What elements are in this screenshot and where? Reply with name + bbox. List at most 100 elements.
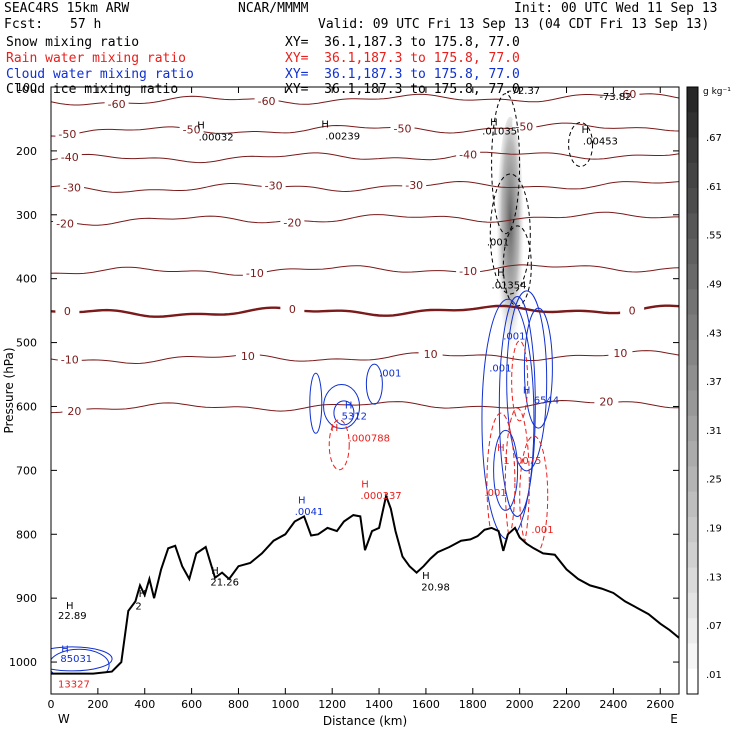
fcst-label: Fcst: xyxy=(4,17,44,32)
value-annotation: 1 .0075 xyxy=(503,456,541,467)
contour-label-bg xyxy=(456,147,481,160)
x-tick-label: 2000 xyxy=(506,698,534,711)
contour-label-bg xyxy=(615,87,640,100)
valid-label: Valid: 09 UTC Fri 13 Sep 13 (04 CDT Fri … xyxy=(318,17,710,32)
contour-label-bg xyxy=(53,216,78,229)
high-marker: H xyxy=(321,119,329,130)
x-tick-label: 1800 xyxy=(459,698,487,711)
temperature-contour xyxy=(51,350,679,365)
contour-label-bg xyxy=(456,264,481,277)
colorbar-segment xyxy=(687,289,698,316)
contour-label: -10 xyxy=(246,267,264,280)
high-marker: H xyxy=(497,443,505,454)
colorbar-segment xyxy=(687,339,698,366)
colorbar-segment xyxy=(687,314,698,341)
contour-label-bg xyxy=(390,121,415,134)
value-annotation: 85031 xyxy=(60,654,92,665)
colorbar-segment xyxy=(687,542,698,569)
cloud-water-contour xyxy=(493,429,519,511)
value-annotation: .01035 xyxy=(482,126,517,137)
value-annotation: -58.51 xyxy=(353,79,385,90)
colorbar-segment xyxy=(687,668,698,695)
y-tick-label: 200 xyxy=(16,145,37,158)
temperature-contour xyxy=(51,211,679,226)
contour-label-bg xyxy=(608,345,633,358)
colorbar-segment xyxy=(687,567,698,594)
value-annotation: .001 xyxy=(379,368,401,379)
contour-label-bg xyxy=(594,394,619,407)
east-label: E xyxy=(670,712,678,726)
legend-rain-name: Rain water mixing ratio xyxy=(6,51,187,66)
value-annotation: .00032 xyxy=(199,133,234,144)
value-annotation: .001 xyxy=(489,363,511,374)
x-tick-label: 2400 xyxy=(599,698,627,711)
fcst-value: 57 h xyxy=(70,17,102,32)
contour-label-bg xyxy=(242,266,267,279)
value-annotation: 6544 xyxy=(534,395,559,406)
value-annotation: .001 xyxy=(503,331,525,342)
colorbar-segment xyxy=(687,415,698,442)
colorbar-unit: g kg⁻¹ xyxy=(703,87,731,97)
contour-label: -60 xyxy=(618,88,636,101)
y-tick-label: 1000 xyxy=(9,656,37,669)
contour-label-bg xyxy=(254,93,279,106)
high-marker: H xyxy=(66,601,74,612)
value-annotation: -72.37 xyxy=(508,86,540,97)
rain-water-contour xyxy=(504,407,530,559)
colorbar-segment xyxy=(687,213,698,240)
terrain-line xyxy=(51,492,679,675)
value-annotation: 20.98 xyxy=(421,582,450,593)
value-annotation: 13327 xyxy=(58,680,90,691)
y-top-tick-label: 100 xyxy=(16,81,37,94)
colorbar-segment xyxy=(687,188,698,214)
colorbar-segment xyxy=(687,87,698,113)
contour-label: 20 xyxy=(67,405,81,418)
contour-label: 20 xyxy=(599,396,613,409)
cloud-ice-contour xyxy=(491,93,521,235)
high-marker: H xyxy=(331,423,339,434)
value-annotation: .00239 xyxy=(325,131,360,142)
contour-label: -40 xyxy=(61,151,79,164)
west-label: W xyxy=(58,712,70,726)
contour-label-bg xyxy=(55,303,80,316)
contour-label: -30 xyxy=(63,182,81,195)
legend-cloudice-xy: XY= 36.1,187.3 to 175.8, 77.0 xyxy=(285,82,520,97)
colorbar-tick-label: .67 xyxy=(706,133,722,144)
high-marker: H xyxy=(61,644,69,655)
legend-cloudice-name: Cloud ice mixing ratio xyxy=(6,82,179,97)
snow-shading xyxy=(496,116,525,377)
contour-label-bg xyxy=(62,404,87,417)
value-annotation: -73.82 xyxy=(599,92,631,103)
cloud-water-contour xyxy=(498,295,536,517)
value-annotation: .000337 xyxy=(360,491,401,502)
colorbar-segment xyxy=(687,618,698,644)
value-annotation: .001 xyxy=(487,237,509,248)
contour-label: -10 xyxy=(459,265,477,278)
high-marker: H xyxy=(490,117,498,128)
cloud-ice-contour xyxy=(502,225,532,307)
x-tick-label: 800 xyxy=(228,698,249,711)
x-tick-label: 400 xyxy=(134,698,155,711)
value-annotation: .0041 xyxy=(295,507,324,518)
x-tick-label: 2200 xyxy=(553,698,581,711)
cloud-water-contour xyxy=(506,290,548,472)
contour-label-bg xyxy=(179,122,204,135)
contour-label-bg xyxy=(280,302,305,315)
temperature-contour xyxy=(51,399,679,414)
contour-label: -30 xyxy=(265,180,283,193)
high-marker: H xyxy=(139,589,147,600)
colorbar-frame xyxy=(686,86,699,695)
colorbar-segment xyxy=(687,441,698,467)
contour-label: -30 xyxy=(405,179,423,192)
contour-label-bg xyxy=(60,180,85,193)
plot-area: -60 -60 -60 -50 -50 -50 -50 -40 -40 -30 -30 -30 -20 -… xyxy=(51,79,679,694)
y-tick-label: 600 xyxy=(16,400,37,413)
value-annotation: 22.89 xyxy=(58,611,87,622)
cloud-ice-contour xyxy=(489,173,531,295)
y-tick-label: 500 xyxy=(16,337,37,350)
contour-label: -40 xyxy=(459,149,477,162)
rain-water-contour xyxy=(328,419,350,471)
value-annotation: .00453 xyxy=(583,137,618,148)
x-tick-label: 1400 xyxy=(365,698,393,711)
